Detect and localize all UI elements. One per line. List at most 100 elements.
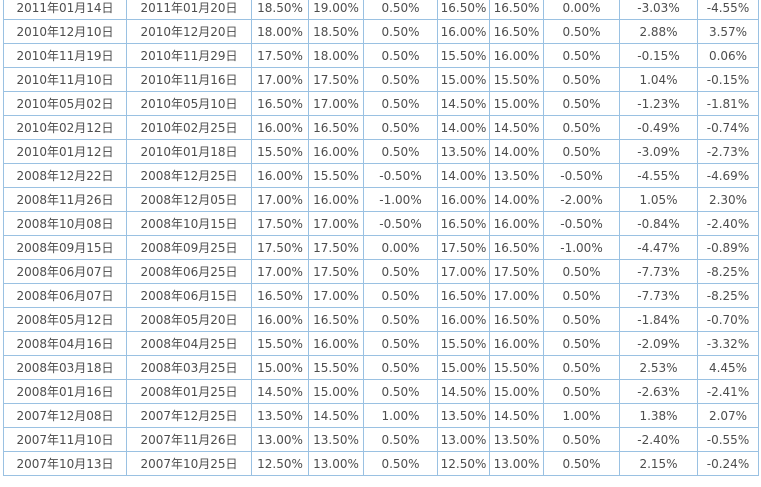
col6-rate-before: 13.50% bbox=[437, 403, 490, 428]
col10-index-change: -0.15% bbox=[697, 67, 759, 92]
col5-rate-change: 0.50% bbox=[363, 43, 438, 68]
col9-index-change: 1.38% bbox=[619, 403, 698, 428]
col3-rate-before: 13.00% bbox=[251, 427, 309, 452]
col2-effective-date: 2008年05月20日 bbox=[126, 307, 252, 332]
col1-announce-date: 2008年04月16日 bbox=[3, 331, 127, 356]
col7-rate-after: 16.50% bbox=[489, 235, 544, 260]
col9-index-change: -0.49% bbox=[619, 115, 698, 140]
col10-index-change: -2.40% bbox=[697, 211, 759, 236]
col8-rate-change: 0.00% bbox=[543, 0, 620, 20]
col2-effective-date: 2011年01月20日 bbox=[126, 0, 252, 20]
col9-index-change: -3.03% bbox=[619, 0, 698, 20]
col10-index-change: -8.25% bbox=[697, 259, 759, 284]
col3-rate-before: 16.50% bbox=[251, 91, 309, 116]
col5-rate-change: 0.50% bbox=[363, 139, 438, 164]
col9-index-change: 2.15% bbox=[619, 451, 698, 476]
col10-index-change: 4.45% bbox=[697, 355, 759, 380]
col2-effective-date: 2008年01月25日 bbox=[126, 379, 252, 404]
col3-rate-before: 12.50% bbox=[251, 451, 309, 476]
col8-rate-change: 0.50% bbox=[543, 19, 620, 44]
reserve-ratio-table: 2011年01月14日 2011年01月20日 18.50% 19.00% 0.50% 1… bbox=[3, 0, 759, 476]
col1-announce-date: 2008年05月12日 bbox=[3, 307, 127, 332]
col6-rate-before: 13.50% bbox=[437, 139, 490, 164]
col2-effective-date: 2007年12月25日 bbox=[126, 403, 252, 428]
col4-rate-after: 17.50% bbox=[308, 259, 364, 284]
col2-effective-date: 2010年05月10日 bbox=[126, 91, 252, 116]
col1-announce-date: 2008年10月08日 bbox=[3, 211, 127, 236]
col8-rate-change: 0.50% bbox=[543, 115, 620, 140]
col1-announce-date: 2011年01月14日 bbox=[3, 0, 127, 20]
col7-rate-after: 14.00% bbox=[489, 187, 544, 212]
col9-index-change: -2.40% bbox=[619, 427, 698, 452]
table-row: 2011年01月14日 2011年01月20日 18.50% 19.00% 0.50% 1… bbox=[3, 0, 759, 20]
table-row: 2008年05月12日 2008年05月20日 16.00% 16.50% 0.50% 1… bbox=[3, 307, 759, 332]
col4-rate-after: 13.00% bbox=[308, 451, 364, 476]
col1-announce-date: 2008年03月18日 bbox=[3, 355, 127, 380]
col4-rate-after: 17.00% bbox=[308, 91, 364, 116]
col1-announce-date: 2010年11月19日 bbox=[3, 43, 127, 68]
col7-rate-after: 16.00% bbox=[489, 43, 544, 68]
table-row: 2008年09月15日 2008年09月25日 17.50% 17.50% 0.00% 1… bbox=[3, 235, 759, 260]
col6-rate-before: 15.50% bbox=[437, 331, 490, 356]
col6-rate-before: 14.50% bbox=[437, 379, 490, 404]
table-row: 2007年11月10日 2007年11月26日 13.00% 13.50% 0.50% 1… bbox=[3, 427, 759, 452]
col4-rate-after: 17.00% bbox=[308, 283, 364, 308]
col8-rate-change: 0.50% bbox=[543, 67, 620, 92]
col9-index-change: -2.09% bbox=[619, 331, 698, 356]
col6-rate-before: 15.00% bbox=[437, 67, 490, 92]
col1-announce-date: 2008年06月07日 bbox=[3, 259, 127, 284]
col5-rate-change: 0.50% bbox=[363, 307, 438, 332]
table-row: 2010年02月12日 2010年02月25日 16.00% 16.50% 0.50% 1… bbox=[3, 115, 759, 140]
col5-rate-change: 0.50% bbox=[363, 91, 438, 116]
col7-rate-after: 14.50% bbox=[489, 403, 544, 428]
col5-rate-change: 0.00% bbox=[363, 235, 438, 260]
col3-rate-before: 18.00% bbox=[251, 19, 309, 44]
table-row: 2008年12月22日 2008年12月25日 16.00% 15.50% -0.50%… bbox=[3, 163, 759, 188]
col10-index-change: -0.24% bbox=[697, 451, 759, 476]
col9-index-change: -0.15% bbox=[619, 43, 698, 68]
col7-rate-after: 16.50% bbox=[489, 19, 544, 44]
col5-rate-change: -1.00% bbox=[363, 187, 438, 212]
col10-index-change: -0.74% bbox=[697, 115, 759, 140]
col6-rate-before: 12.50% bbox=[437, 451, 490, 476]
col7-rate-after: 16.00% bbox=[489, 331, 544, 356]
col1-announce-date: 2010年11月10日 bbox=[3, 67, 127, 92]
col4-rate-after: 16.00% bbox=[308, 139, 364, 164]
col3-rate-before: 14.50% bbox=[251, 379, 309, 404]
col6-rate-before: 13.00% bbox=[437, 427, 490, 452]
col4-rate-after: 17.00% bbox=[308, 211, 364, 236]
col3-rate-before: 16.00% bbox=[251, 115, 309, 140]
col3-rate-before: 17.50% bbox=[251, 235, 309, 260]
col5-rate-change: 0.50% bbox=[363, 451, 438, 476]
col7-rate-after: 15.00% bbox=[489, 91, 544, 116]
col9-index-change: -1.23% bbox=[619, 91, 698, 116]
table-body: 2011年01月14日 2011年01月20日 18.50% 19.00% 0.50% 1… bbox=[3, 0, 759, 476]
col4-rate-after: 16.50% bbox=[308, 115, 364, 140]
col9-index-change: -7.73% bbox=[619, 259, 698, 284]
col2-effective-date: 2010年11月29日 bbox=[126, 43, 252, 68]
col7-rate-after: 14.50% bbox=[489, 115, 544, 140]
col2-effective-date: 2008年03月25日 bbox=[126, 355, 252, 380]
col3-rate-before: 18.50% bbox=[251, 0, 309, 20]
col6-rate-before: 14.00% bbox=[437, 163, 490, 188]
col4-rate-after: 15.00% bbox=[308, 379, 364, 404]
col7-rate-after: 16.50% bbox=[489, 0, 544, 20]
col2-effective-date: 2007年11月26日 bbox=[126, 427, 252, 452]
col3-rate-before: 17.00% bbox=[251, 259, 309, 284]
col4-rate-after: 15.50% bbox=[308, 355, 364, 380]
col6-rate-before: 15.50% bbox=[437, 43, 490, 68]
col6-rate-before: 16.00% bbox=[437, 19, 490, 44]
col6-rate-before: 14.00% bbox=[437, 115, 490, 140]
col3-rate-before: 16.50% bbox=[251, 283, 309, 308]
col8-rate-change: 0.50% bbox=[543, 43, 620, 68]
table-row: 2008年06月07日 2008年06月25日 17.00% 17.50% 0.50% 1… bbox=[3, 259, 759, 284]
col5-rate-change: 1.00% bbox=[363, 403, 438, 428]
col5-rate-change: 0.50% bbox=[363, 379, 438, 404]
col4-rate-after: 17.50% bbox=[308, 67, 364, 92]
table-row: 2008年06月07日 2008年06月15日 16.50% 17.00% 0.50% 1… bbox=[3, 283, 759, 308]
col4-rate-after: 17.50% bbox=[308, 235, 364, 260]
col2-effective-date: 2007年10月25日 bbox=[126, 451, 252, 476]
col7-rate-after: 16.50% bbox=[489, 307, 544, 332]
col4-rate-after: 18.00% bbox=[308, 43, 364, 68]
